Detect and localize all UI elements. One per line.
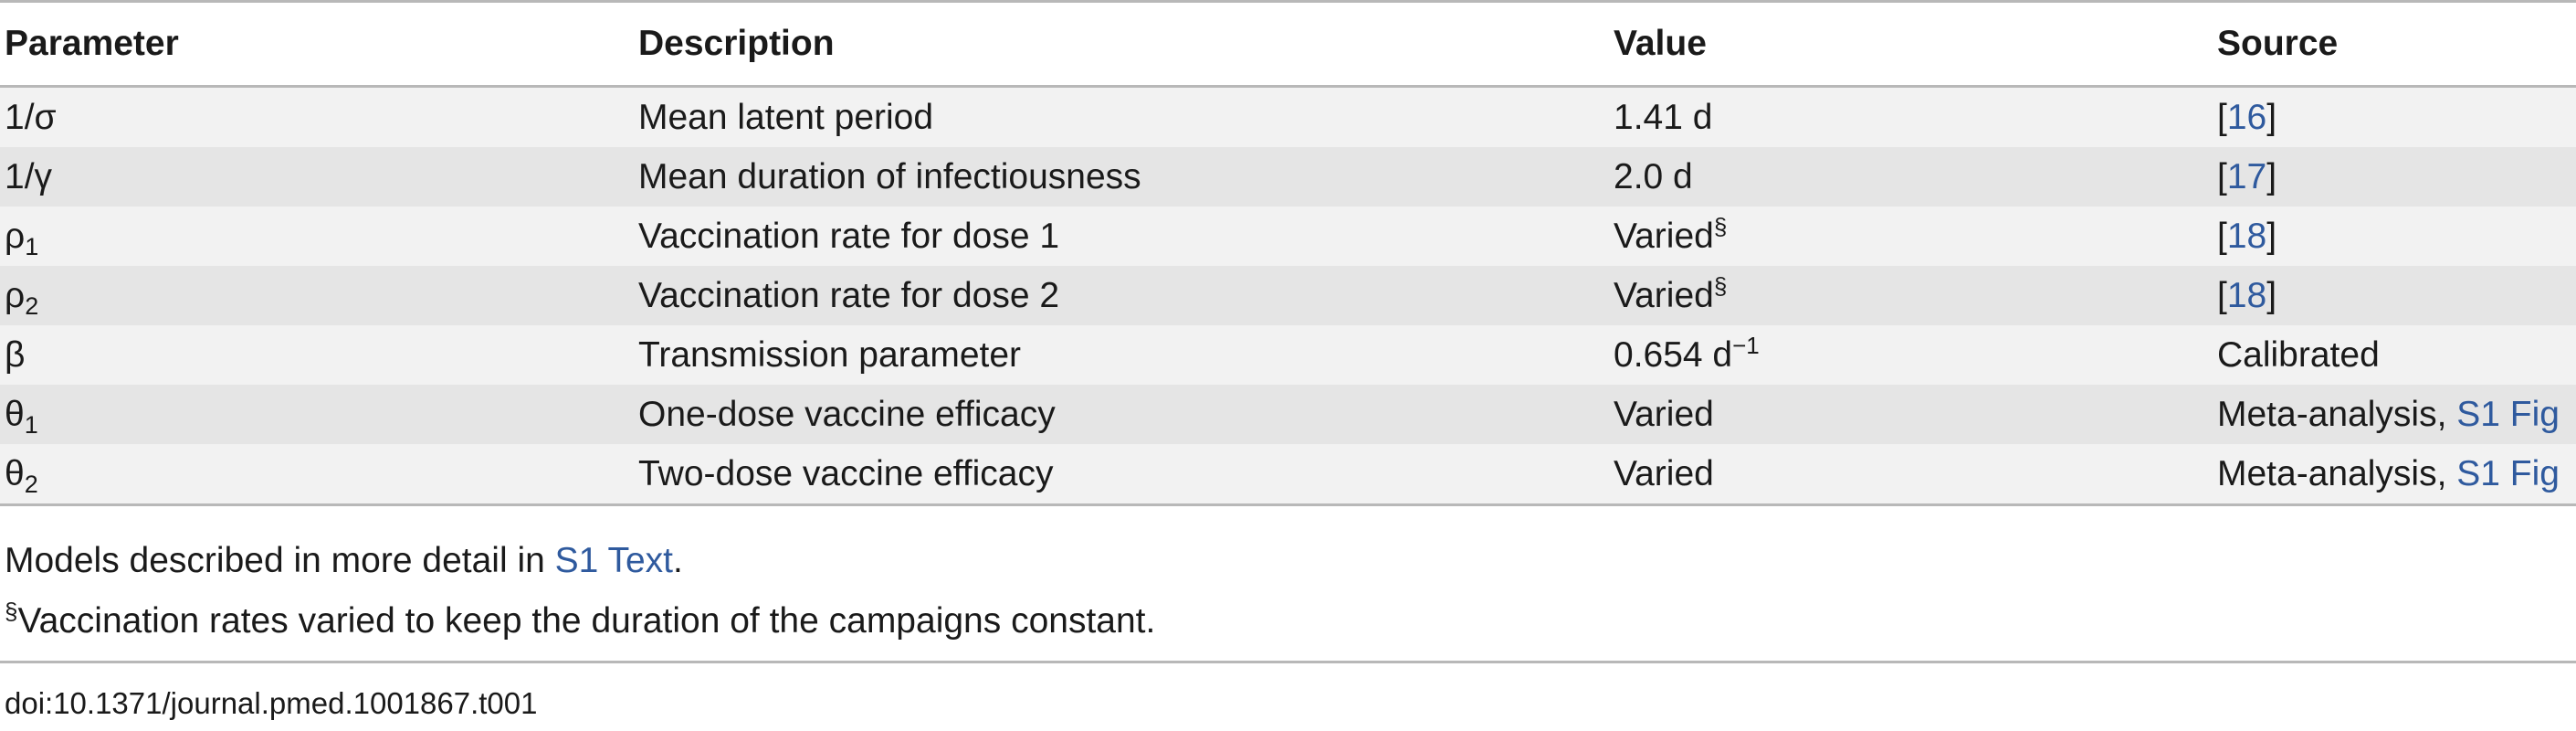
parameter-symbol: 1/σ [5, 97, 57, 137]
cell-source: Meta-analysis, S1 Fig [2213, 385, 2576, 444]
parameter-subscript: 1 [25, 232, 39, 260]
source-link[interactable]: 17 [2226, 156, 2267, 196]
models-note-text: Models described in more detail in [5, 541, 555, 580]
doi-rule [0, 661, 2576, 663]
table-row: θ2 Two-dose vaccine efficacy Varied Meta-an… [0, 444, 2576, 506]
table-row: ρ2 Vaccination rate for dose 2 Varied§ [18] [0, 266, 2576, 325]
cell-parameter: 1/γ [0, 147, 634, 207]
value-text: Varied [1614, 216, 1714, 256]
parameter-symbol: θ [5, 453, 25, 493]
source-text: [ [2217, 216, 2227, 256]
value-superscript: § [1713, 212, 1728, 240]
table-row: β Transmission parameter 0.654 d−1 Calibrat… [0, 325, 2576, 385]
source-text: [ [2217, 156, 2227, 196]
cell-value: Varied§ [1609, 207, 2213, 266]
parameter-symbol: ρ [5, 275, 26, 315]
cell-value: Varied§ [1609, 266, 2213, 325]
cell-source: [16] [2213, 86, 2576, 147]
cell-description: Two-dose vaccine efficacy [634, 444, 1609, 506]
cell-description: Mean latent period [634, 86, 1609, 147]
value-text: 1.41 d [1614, 97, 1713, 137]
cell-parameter: θ2 [0, 444, 634, 506]
value-text: Varied [1614, 275, 1714, 315]
parameter-table: Parameter Description Value Source 1/σ Me… [0, 3, 2576, 506]
header-description: Description [634, 3, 1609, 88]
models-note-end: . [673, 541, 683, 580]
cell-value: 0.654 d−1 [1609, 325, 2213, 385]
source-link[interactable]: 16 [2226, 97, 2267, 137]
parameter-subscript: 2 [24, 470, 38, 498]
parameter-symbol: β [5, 334, 26, 375]
cell-description: One-dose vaccine efficacy [634, 385, 1609, 444]
source-text: [ [2217, 275, 2227, 315]
cell-value: Varied [1609, 444, 2213, 506]
value-text: 2.0 d [1614, 156, 1693, 196]
cell-source: [17] [2213, 147, 2576, 207]
header-value: Value [1609, 3, 2213, 88]
cell-description: Vaccination rate for dose 2 [634, 266, 1609, 325]
footnote-text: Vaccination rates varied to keep the dur… [17, 601, 1156, 641]
parameter-symbol: θ [5, 394, 25, 434]
cell-description: Transmission parameter [634, 325, 1609, 385]
cell-parameter: 1/σ [0, 86, 634, 147]
source-link[interactable]: S1 Fig [2456, 453, 2560, 493]
header-source: Source [2213, 3, 2576, 88]
source-link[interactable]: 18 [2226, 216, 2267, 256]
cell-source: [18] [2213, 266, 2576, 325]
source-link[interactable]: 18 [2226, 275, 2267, 315]
doi-text: doi:10.1371/journal.pmed.1001867.t001 [5, 686, 538, 720]
cell-value: 2.0 d [1609, 147, 2213, 207]
footnote: §Vaccination rates varied to keep the du… [5, 598, 1156, 662]
footnote-mark: § [5, 598, 18, 625]
table-row: 1/σ Mean latent period 1.41 d [16] [0, 86, 2576, 147]
cell-value: 1.41 d [1609, 86, 2213, 147]
value-text: Varied [1614, 453, 1714, 493]
source-text: Meta-analysis, [2217, 394, 2457, 434]
table-top-rule [0, 0, 2576, 3]
table-body: 1/σ Mean latent period 1.41 d [16] 1/γ Mean d… [0, 86, 2576, 506]
cell-parameter: β [0, 325, 634, 385]
source-text-end: ] [2266, 275, 2277, 315]
source-text: [ [2217, 97, 2227, 137]
table-header-row: Parameter Description Value Source [0, 3, 2576, 88]
source-text-end: ] [2266, 156, 2277, 196]
parameter-symbol: ρ [5, 216, 26, 256]
table-row: θ1 One-dose vaccine efficacy Varied Meta-an… [0, 385, 2576, 444]
table-notes: Models described in more detail in S1 Te… [5, 541, 1155, 662]
cell-description: Vaccination rate for dose 1 [634, 207, 1609, 266]
cell-source: Meta-analysis, S1 Fig [2213, 444, 2576, 506]
source-link[interactable]: S1 Fig [2456, 394, 2560, 434]
cell-parameter: ρ2 [0, 266, 634, 325]
source-text: Meta-analysis, [2217, 453, 2457, 493]
value-superscript: § [1713, 271, 1728, 300]
cell-parameter: ρ1 [0, 207, 634, 266]
cell-description: Mean duration of infectiousness [634, 147, 1609, 207]
s1-text-link[interactable]: S1 Text [554, 541, 673, 580]
cell-source: Calibrated [2213, 325, 2576, 385]
source-text-end: ] [2266, 216, 2277, 256]
value-text: 0.654 d [1614, 334, 1733, 375]
cell-parameter: θ1 [0, 385, 634, 444]
source-text-end: ] [2266, 97, 2277, 137]
value-text: Varied [1614, 394, 1714, 434]
parameter-symbol: 1/γ [5, 156, 53, 196]
header-parameter: Parameter [0, 3, 634, 88]
table-row: ρ1 Vaccination rate for dose 1 Varied§ [18] [0, 207, 2576, 266]
parameter-subscript: 1 [24, 410, 38, 439]
cell-value: Varied [1609, 385, 2213, 444]
cell-source: [18] [2213, 207, 2576, 266]
parameter-subscript: 2 [25, 291, 39, 320]
table-row: 1/γ Mean duration of infectiousness 2.0 d [… [0, 147, 2576, 207]
value-superscript: −1 [1732, 331, 1760, 359]
models-note: Models described in more detail in S1 Te… [5, 541, 1155, 601]
source-text: Calibrated [2217, 334, 2380, 375]
